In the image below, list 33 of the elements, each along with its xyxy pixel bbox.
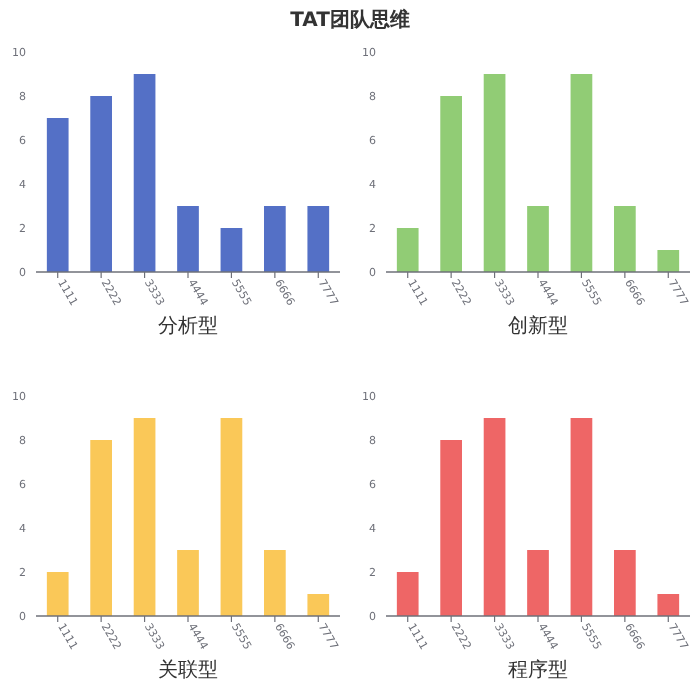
chart-title: TAT团队思维 — [290, 8, 410, 32]
bar — [614, 550, 636, 616]
bar — [570, 418, 593, 616]
bar — [220, 418, 243, 616]
bar — [483, 418, 506, 616]
bar — [177, 206, 199, 272]
bar — [307, 206, 330, 272]
bar — [440, 96, 462, 272]
bar — [90, 96, 112, 272]
bar — [220, 228, 243, 272]
bar — [396, 228, 419, 272]
bar — [133, 418, 156, 616]
x-axis-title: 创新型 — [508, 314, 568, 338]
bar — [90, 440, 112, 616]
bar — [483, 74, 506, 272]
bar — [527, 206, 549, 272]
bar — [133, 74, 156, 272]
x-axis-title: 程序型 — [508, 658, 568, 682]
bar — [657, 594, 680, 616]
bar — [46, 572, 69, 616]
bar — [570, 74, 593, 272]
bar — [396, 572, 419, 616]
bar — [440, 440, 462, 616]
bar — [307, 594, 330, 616]
x-axis-title: 分析型 — [158, 314, 218, 338]
bar — [614, 206, 636, 272]
bar — [46, 118, 69, 272]
bar — [527, 550, 549, 616]
bar — [177, 550, 199, 616]
bar — [264, 550, 286, 616]
x-axis-title: 关联型 — [158, 658, 218, 682]
bar — [264, 206, 286, 272]
bar — [657, 250, 680, 272]
